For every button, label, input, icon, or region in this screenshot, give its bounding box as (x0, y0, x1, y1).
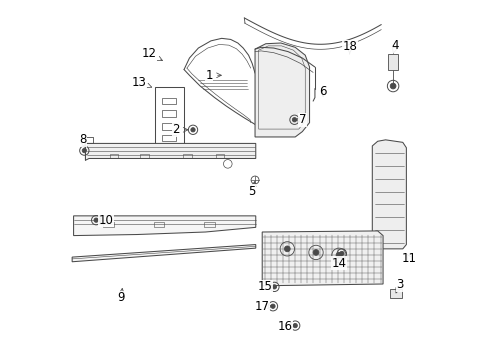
Bar (162, 111, 176, 117)
Bar (216, 154, 224, 158)
Text: 17: 17 (255, 300, 272, 313)
Text: 16: 16 (278, 320, 294, 333)
Text: 7: 7 (295, 113, 306, 126)
Circle shape (336, 252, 342, 258)
Circle shape (191, 128, 195, 132)
Text: 4: 4 (392, 39, 399, 53)
Circle shape (390, 83, 396, 89)
Text: 13: 13 (132, 76, 152, 89)
Bar (162, 98, 176, 104)
Text: 6: 6 (319, 85, 327, 98)
Text: 9: 9 (118, 288, 125, 304)
Bar (140, 154, 149, 158)
Text: 5: 5 (248, 181, 256, 198)
Polygon shape (85, 143, 256, 160)
Bar (162, 123, 176, 130)
Polygon shape (72, 244, 256, 262)
Circle shape (94, 218, 98, 222)
Bar (183, 154, 192, 158)
Bar (162, 135, 176, 141)
Text: 11: 11 (402, 252, 416, 265)
Text: 10: 10 (97, 214, 113, 227)
Circle shape (272, 285, 276, 289)
Text: 2: 2 (172, 123, 188, 136)
Bar (204, 222, 215, 226)
Polygon shape (372, 140, 406, 249)
Bar (103, 222, 114, 226)
Text: 1: 1 (205, 69, 221, 82)
Circle shape (340, 251, 344, 256)
Circle shape (313, 249, 319, 255)
FancyBboxPatch shape (389, 54, 398, 70)
Bar (110, 154, 119, 158)
Circle shape (293, 118, 296, 122)
Text: 3: 3 (396, 278, 404, 293)
Polygon shape (255, 43, 310, 137)
Polygon shape (262, 231, 383, 286)
Circle shape (271, 304, 275, 309)
Text: 8: 8 (79, 133, 87, 147)
Circle shape (293, 323, 297, 328)
Bar (153, 222, 164, 226)
Polygon shape (74, 216, 256, 235)
Text: 15: 15 (257, 280, 273, 293)
Text: 12: 12 (142, 47, 163, 60)
FancyBboxPatch shape (390, 289, 402, 298)
Text: 14: 14 (331, 255, 346, 270)
Text: 18: 18 (343, 40, 357, 54)
Circle shape (82, 148, 87, 153)
Circle shape (285, 246, 290, 252)
